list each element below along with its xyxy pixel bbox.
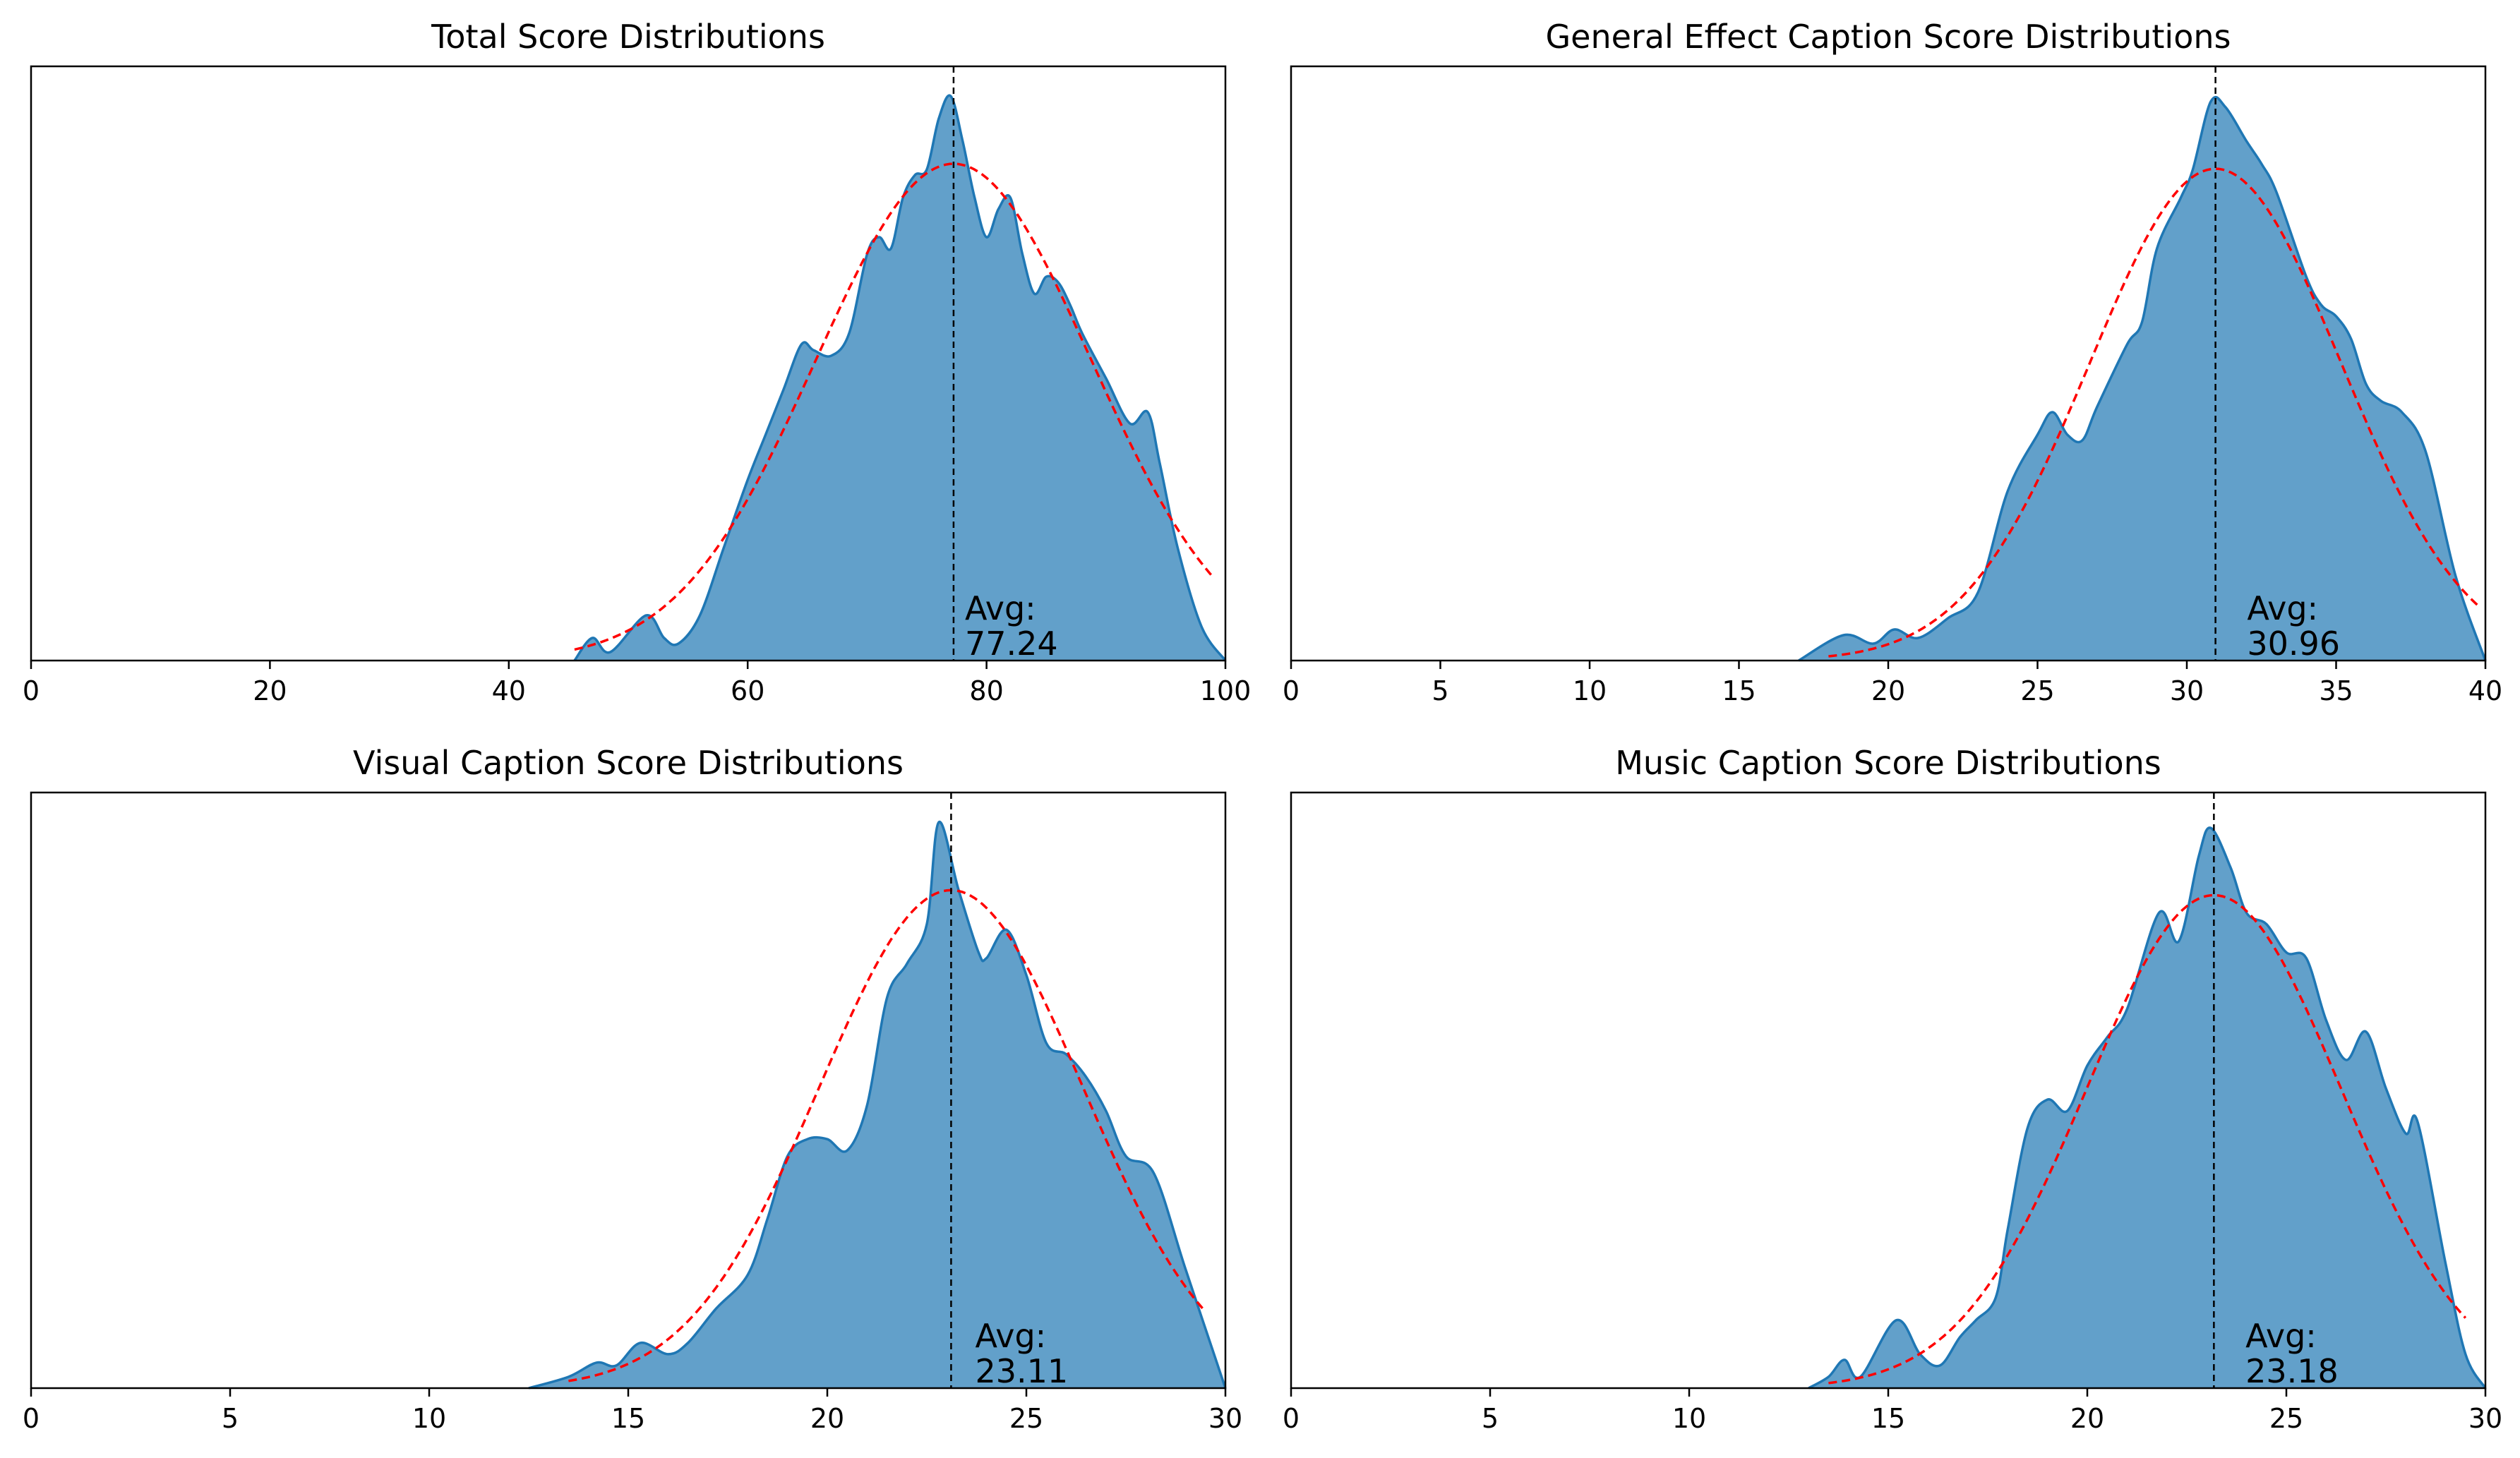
x-tick-label: 10 — [1573, 675, 1607, 706]
x-tick-label: 40 — [2468, 675, 2502, 706]
x-tick-label: 5 — [1482, 1403, 1499, 1434]
avg-value: 30.96 — [2247, 625, 2340, 663]
chart-title: Total Score Distributions — [431, 18, 825, 56]
x-tick-label: 35 — [2319, 675, 2353, 706]
density-area — [529, 821, 1225, 1388]
x-tick-label: 30 — [2468, 1403, 2502, 1434]
avg-value: 77.24 — [965, 625, 1058, 663]
normal-fit-curve — [1828, 167, 2480, 658]
subplot-4: Music Caption Score Distributions Avg:23.… — [1283, 744, 2502, 1434]
x-tick-label: 20 — [810, 1403, 844, 1434]
x-tick-label: 80 — [969, 675, 1003, 706]
chart-title: Music Caption Score Distributions — [1615, 744, 2161, 782]
x-tick-label: 15 — [1871, 1403, 1905, 1434]
x-tick-label: 30 — [2170, 675, 2204, 706]
subplot-3: Visual Caption Score Distributions Avg:23… — [23, 744, 1242, 1434]
x-tick-label: 5 — [222, 1403, 239, 1434]
x-tick-label: 0 — [1283, 675, 1300, 706]
density-area — [1808, 827, 2485, 1388]
subplot-2: General Effect Caption Score Distributio… — [1283, 18, 2502, 706]
density-line — [528, 821, 1227, 1390]
avg-label: Avg: — [2245, 1317, 2317, 1355]
x-tick-label: 0 — [1283, 1403, 1300, 1434]
x-tick-label: 100 — [1200, 675, 1252, 706]
x-tick-label: 15 — [611, 1403, 645, 1434]
avg-value: 23.18 — [2245, 1352, 2339, 1390]
x-tick-label: 40 — [492, 675, 526, 706]
normal-fit-curve — [574, 162, 1215, 651]
x-tick-label: 0 — [23, 675, 40, 706]
density-area — [1799, 97, 2485, 661]
avg-label: Avg: — [965, 589, 1036, 627]
avg-label: Avg: — [2247, 589, 2318, 627]
density-line — [1808, 826, 2487, 1390]
x-tick-label: 10 — [412, 1403, 446, 1434]
x-tick-label: 30 — [1208, 1403, 1242, 1434]
x-tick-label: 25 — [1009, 1403, 1043, 1434]
avg-value: 23.11 — [975, 1352, 1068, 1390]
x-tick-label: 15 — [1722, 675, 1756, 706]
normal-fit-curve — [1828, 893, 2467, 1385]
avg-label: Avg: — [975, 1317, 1046, 1355]
x-tick-label: 20 — [2070, 1403, 2104, 1434]
x-tick-label: 0 — [23, 1403, 40, 1434]
density-line — [573, 94, 1227, 662]
density-line — [1798, 95, 2487, 662]
x-tick-label: 25 — [2020, 675, 2054, 706]
x-tick-label: 20 — [253, 675, 287, 706]
x-tick-label: 20 — [1871, 675, 1905, 706]
subplot-1: Total Score Distributions Avg:77.24 0 20 40 6… — [23, 18, 1251, 706]
chart-title: Visual Caption Score Distributions — [353, 744, 904, 782]
chart-title: General Effect Caption Score Distributio… — [1546, 18, 2231, 56]
x-tick-label: 5 — [1432, 675, 1448, 706]
x-tick-label: 10 — [1672, 1403, 1706, 1434]
x-tick-label: 60 — [731, 675, 764, 706]
density-area — [574, 95, 1225, 661]
plot-frame — [30, 65, 1227, 662]
x-tick-label: 25 — [2269, 1403, 2303, 1434]
